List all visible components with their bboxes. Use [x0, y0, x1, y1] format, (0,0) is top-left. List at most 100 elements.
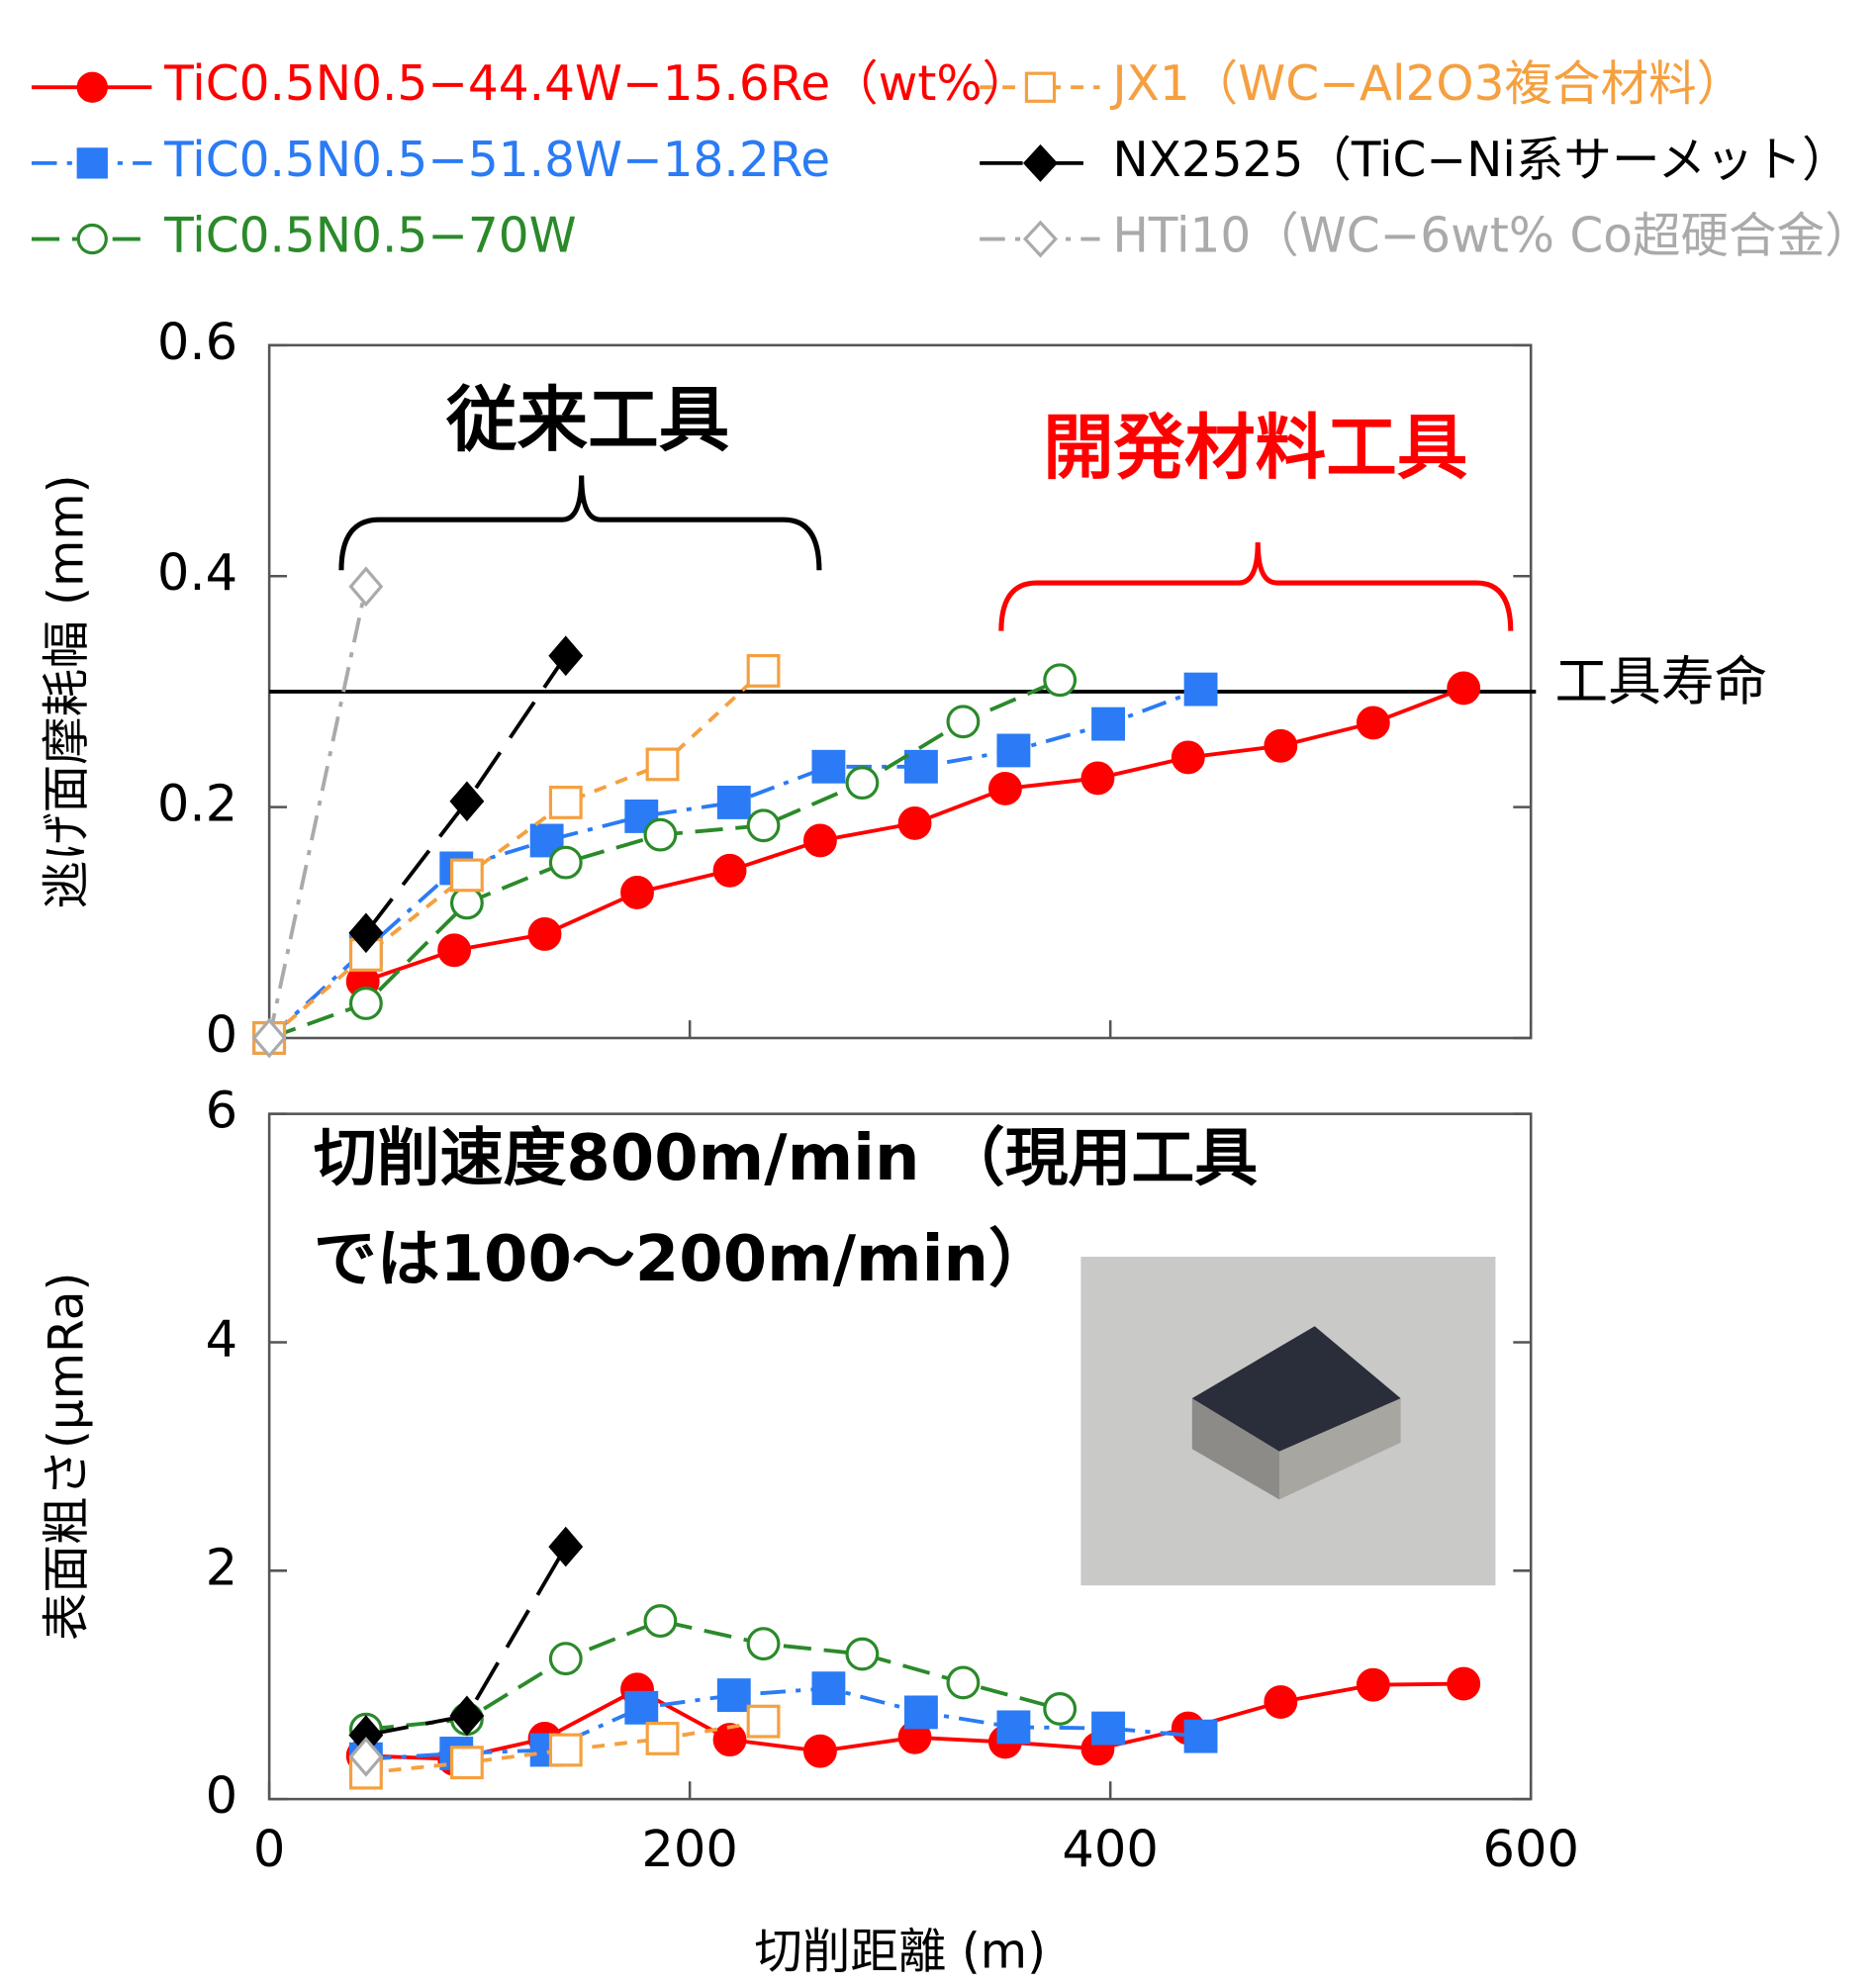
- marker: [622, 878, 653, 908]
- photo: [1080, 1257, 1495, 1585]
- marker: [899, 808, 930, 839]
- y-tick-label: 0.2: [157, 776, 237, 834]
- legend-marker: [78, 73, 106, 101]
- marker: [998, 735, 1029, 766]
- marker: [748, 1629, 779, 1659]
- series: [254, 665, 1076, 1053]
- marker: [805, 825, 836, 856]
- marker: [847, 1639, 878, 1669]
- marker: [550, 1735, 581, 1765]
- series: [351, 1529, 582, 1752]
- line: [269, 680, 1060, 1038]
- series: [351, 1706, 779, 1788]
- legend-label: TiC0.5N0.5−70W: [163, 209, 577, 264]
- marker: [645, 819, 676, 850]
- x-tick-label: 600: [1482, 1821, 1579, 1879]
- annotation: 切削速度800m/min （現用工具: [314, 1122, 1258, 1195]
- marker: [1449, 1668, 1479, 1699]
- legend-entry: TiC0.5N0.5−70W: [32, 209, 577, 264]
- legend-label: HTi10（WC−6wt% Co超硬合金）: [1112, 209, 1872, 264]
- y-tick-label: 0.4: [157, 544, 237, 603]
- marker: [847, 768, 878, 799]
- marker: [1172, 742, 1203, 773]
- marker: [748, 810, 779, 841]
- tool-life-label: 工具寿命: [1554, 650, 1767, 712]
- annotation: では100～200m/min）: [314, 1223, 1052, 1296]
- marker: [1045, 1694, 1076, 1725]
- series: [347, 673, 1478, 996]
- marker: [748, 1706, 779, 1737]
- marker: [452, 860, 483, 891]
- marker: [1358, 708, 1388, 738]
- legend-marker: [78, 149, 106, 177]
- marker: [718, 1680, 749, 1711]
- page: {"chart_data": [ {"type": "line", "legen…: [0, 0, 1876, 1985]
- annotation: 開発材料工具: [1043, 407, 1467, 489]
- marker: [626, 1692, 657, 1723]
- marker: [351, 569, 382, 605]
- marker: [645, 1606, 676, 1637]
- legend-marker: [1025, 146, 1056, 179]
- y-tick-label: 0: [206, 1767, 238, 1826]
- legend-label: TiC0.5N0.5−51.8W−18.2Re: [163, 133, 830, 188]
- marker: [647, 1724, 678, 1754]
- marker: [718, 788, 749, 818]
- y-tick-label: 0: [206, 1006, 238, 1065]
- x-tick-label: 200: [641, 1821, 738, 1879]
- legend-label: NX2525（TiC−Ni系サーメット）: [1112, 133, 1849, 188]
- marker: [1093, 709, 1124, 739]
- marker: [990, 774, 1021, 804]
- marker: [452, 1748, 483, 1778]
- marker: [452, 888, 483, 918]
- legend-entry: TiC0.5N0.5−51.8W−18.2Re: [32, 133, 830, 188]
- chart: 00.20.40.6逃げ面摩耗幅 (mm)工具寿命従来工具開発材料工具TiC0.…: [0, 0, 1876, 1985]
- y-tick-label: 2: [206, 1539, 238, 1597]
- marker: [906, 751, 937, 782]
- marker: [1266, 730, 1296, 761]
- x-tick-label: 0: [253, 1821, 286, 1879]
- legend-entry: TiC0.5N0.5−44.4W−15.6Re（wt%）: [32, 56, 1030, 112]
- legend-entry: JX1（WC−Al2O3複合材料）: [980, 56, 1744, 112]
- bracket: [341, 475, 819, 570]
- marker: [439, 935, 470, 966]
- marker: [805, 1736, 836, 1766]
- marker: [1449, 673, 1479, 704]
- legend-marker: [78, 73, 106, 101]
- series: [254, 656, 779, 1054]
- legend-marker: [78, 225, 106, 252]
- marker: [714, 1725, 745, 1755]
- legend-entry: HTi10（WC−6wt% Co超硬合金）: [980, 209, 1872, 264]
- marker: [948, 1667, 979, 1698]
- annotation: 従来工具: [445, 379, 729, 461]
- legend-marker: [1026, 73, 1054, 101]
- marker: [948, 707, 979, 737]
- y-tick-label: 4: [206, 1310, 238, 1369]
- marker: [550, 1644, 581, 1674]
- y-axis-label: 表面粗さ(μmRa): [39, 1273, 94, 1642]
- marker: [1045, 665, 1076, 696]
- legend-marker: [78, 225, 106, 252]
- legend-marker: [1026, 73, 1054, 101]
- marker: [998, 1712, 1029, 1743]
- marker: [748, 656, 779, 687]
- marker: [813, 1673, 844, 1704]
- legend-marker: [78, 149, 106, 177]
- marker: [906, 1697, 937, 1728]
- marker: [529, 919, 560, 950]
- legend-label: TiC0.5N0.5−44.4W−15.6Re（wt%）: [163, 56, 1030, 112]
- y-tick-label: 0.6: [157, 314, 237, 372]
- bracket: [1001, 542, 1511, 630]
- marker: [1358, 1669, 1388, 1700]
- marker: [1185, 1721, 1216, 1751]
- legend-marker: [1025, 146, 1056, 179]
- marker: [1185, 674, 1216, 705]
- legend-marker: [1025, 223, 1056, 255]
- marker: [550, 788, 581, 818]
- marker: [550, 847, 581, 878]
- legend-entry: NX2525（TiC−Ni系サーメット）: [980, 133, 1849, 188]
- marker: [714, 855, 745, 886]
- legend-marker: [1025, 223, 1056, 255]
- marker: [1082, 763, 1113, 794]
- marker: [1093, 1713, 1124, 1744]
- marker: [813, 751, 844, 782]
